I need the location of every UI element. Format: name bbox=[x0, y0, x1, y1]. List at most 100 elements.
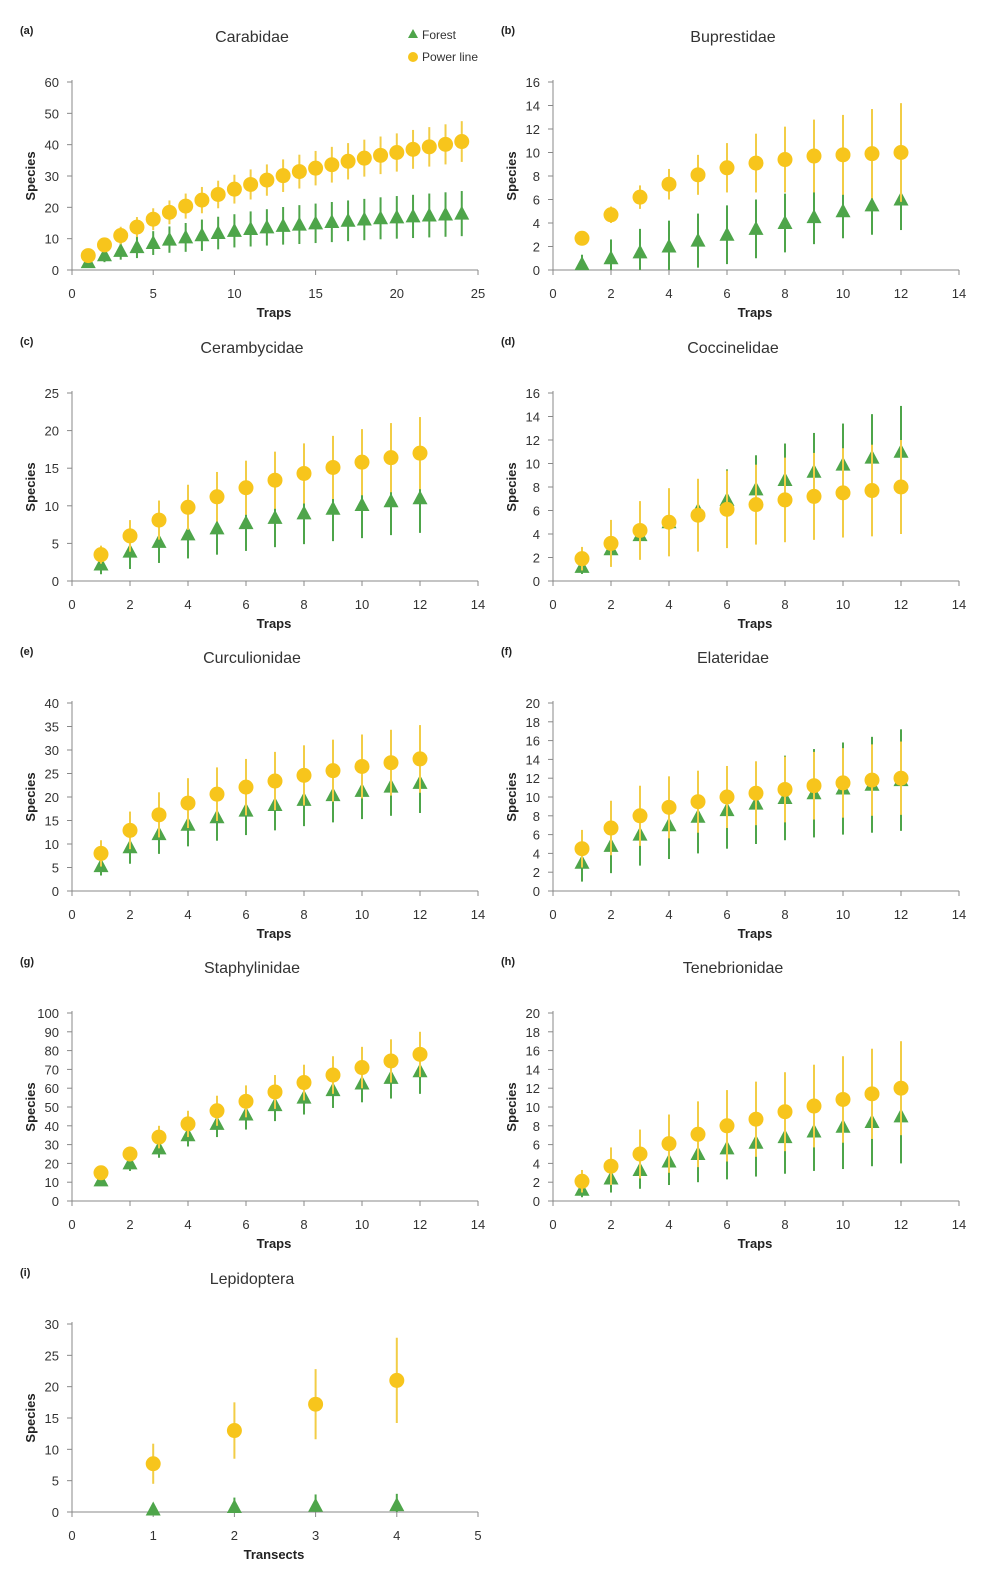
y-axis-label: Species bbox=[23, 772, 38, 821]
power-line-point bbox=[96, 237, 112, 253]
power-line-point bbox=[806, 1098, 822, 1114]
x-tick-label: 6 bbox=[723, 1217, 730, 1232]
power-line-point bbox=[412, 1046, 428, 1062]
y-tick-label: 5 bbox=[52, 861, 59, 876]
power-line-point bbox=[122, 1146, 138, 1162]
forest-point bbox=[354, 497, 370, 512]
power-line-point bbox=[93, 547, 109, 563]
power-line-point bbox=[835, 1091, 851, 1107]
x-axis-label: Traps bbox=[257, 926, 292, 941]
series-forest bbox=[574, 168, 909, 271]
power-line-point bbox=[719, 501, 735, 517]
forest-point bbox=[405, 208, 421, 223]
x-tick-label: 5 bbox=[474, 1528, 481, 1543]
chart-svg: (e) Curculionidae 0 5 10 15 20 25 30 35 40 0 2 4 6 8 10 1… bbox=[20, 646, 485, 941]
y-tick-label: 0 bbox=[533, 263, 540, 278]
power-line-point bbox=[438, 136, 454, 152]
forest-point bbox=[308, 1497, 324, 1512]
y-tick-label: 30 bbox=[45, 169, 59, 184]
chart-svg: (g) Staphylinidae 0 10 20 30 40 50 60 70 80 90 100 0 2… bbox=[20, 956, 485, 1251]
power-line-point bbox=[574, 230, 590, 246]
chart-panel-curculionidae: (e) Curculionidae 0 5 10 15 20 25 30 35 40 0 2 4 6 8 10 1… bbox=[0, 641, 490, 946]
forest-point bbox=[238, 515, 254, 530]
y-tick-label: 0 bbox=[533, 1194, 540, 1209]
y-tick-label: 60 bbox=[45, 75, 59, 90]
x-tick-label: 10 bbox=[227, 286, 241, 301]
x-tick-label: 0 bbox=[68, 1528, 75, 1543]
power-line-point bbox=[661, 176, 677, 192]
chart-panel-buprestidae: (b) Buprestidae 0 2 4 6 8 10 12 14 16 0 2 4 6 8 10 12 14 Tr… bbox=[481, 20, 971, 325]
power-line-point bbox=[661, 514, 677, 530]
power-line-point bbox=[383, 755, 399, 771]
panel-letter: (c) bbox=[20, 336, 34, 348]
x-tick-label: 14 bbox=[952, 907, 966, 922]
chart-svg: (i) Lepidoptera 0 5 10 15 20 25 30 0 1 2 3 4 5 Transect… bbox=[20, 1267, 482, 1562]
forest-point bbox=[226, 1498, 242, 1513]
y-tick-label: 16 bbox=[526, 1044, 540, 1059]
forest-point bbox=[291, 216, 307, 231]
forest-point bbox=[373, 210, 389, 225]
y-tick-label: 70 bbox=[45, 1062, 59, 1077]
y-tick-label: 10 bbox=[526, 1100, 540, 1115]
series-forest bbox=[574, 1069, 909, 1198]
y-tick-label: 10 bbox=[45, 837, 59, 852]
series-power-line bbox=[574, 103, 909, 246]
forest-point bbox=[178, 229, 194, 244]
chart-title: Buprestidae bbox=[690, 29, 775, 46]
forest-point bbox=[454, 205, 470, 220]
power-line-point bbox=[603, 535, 619, 551]
power-line-point bbox=[325, 459, 341, 475]
power-line-point bbox=[180, 1116, 196, 1132]
y-tick-label: 8 bbox=[533, 480, 540, 495]
power-line-point bbox=[893, 145, 909, 160]
power-line-point bbox=[226, 181, 242, 197]
power-line-point bbox=[389, 1372, 405, 1388]
x-axis-label: Traps bbox=[257, 616, 292, 631]
x-axis-label: Traps bbox=[257, 305, 292, 320]
x-tick-label: 12 bbox=[413, 1217, 427, 1232]
x-tick-label: 4 bbox=[665, 597, 672, 612]
y-tick-label: 35 bbox=[45, 720, 59, 735]
power-line-point bbox=[180, 795, 196, 811]
y-tick-label: 10 bbox=[526, 146, 540, 161]
forest-point bbox=[719, 226, 735, 241]
panel-letter: (b) bbox=[501, 25, 515, 37]
y-tick-label: 16 bbox=[526, 386, 540, 401]
y-tick-label: 0 bbox=[52, 1505, 59, 1520]
chart-svg: (a) Carabidae 0 10 20 30 40 50 60 0 5 10 15 20 25 Traps… bbox=[20, 25, 485, 320]
y-tick-label: 10 bbox=[526, 457, 540, 472]
y-tick-label: 4 bbox=[533, 527, 540, 542]
power-line-point bbox=[574, 841, 590, 857]
power-line-point bbox=[864, 483, 880, 499]
y-axis-label: Species bbox=[504, 151, 519, 200]
chart-title: Curculionidae bbox=[203, 650, 301, 667]
x-tick-label: 14 bbox=[952, 286, 966, 301]
forest-point bbox=[209, 520, 225, 535]
legend: Forest Power line bbox=[408, 28, 478, 64]
forest-point bbox=[259, 219, 275, 234]
x-tick-label: 1 bbox=[150, 1528, 157, 1543]
x-tick-label: 14 bbox=[471, 1217, 485, 1232]
legend-forest-label: Forest bbox=[422, 28, 457, 42]
power-line-point bbox=[661, 799, 677, 815]
y-tick-label: 20 bbox=[45, 1380, 59, 1395]
x-tick-label: 8 bbox=[300, 597, 307, 612]
y-tick-label: 20 bbox=[526, 696, 540, 711]
chart-panel-elateridae: (f) Elateridae 0 2 4 6 8 10 12 14 16 18 20 0 2 4 6 8 10 12 1… bbox=[481, 641, 971, 946]
x-tick-label: 8 bbox=[781, 1217, 788, 1232]
power-line-point bbox=[291, 164, 307, 180]
y-tick-label: 2 bbox=[533, 551, 540, 566]
power-line-point bbox=[178, 198, 194, 214]
x-tick-label: 6 bbox=[723, 907, 730, 922]
forest-point bbox=[180, 526, 196, 541]
power-line-point bbox=[209, 786, 225, 802]
forest-point bbox=[113, 242, 129, 257]
y-tick-label: 4 bbox=[533, 846, 540, 861]
y-tick-label: 10 bbox=[45, 1442, 59, 1457]
forest-point bbox=[690, 232, 706, 247]
y-tick-label: 18 bbox=[526, 715, 540, 730]
series-forest bbox=[145, 1493, 405, 1516]
x-tick-label: 2 bbox=[607, 286, 614, 301]
power-line-point bbox=[129, 219, 145, 235]
power-line-point bbox=[719, 1118, 735, 1134]
